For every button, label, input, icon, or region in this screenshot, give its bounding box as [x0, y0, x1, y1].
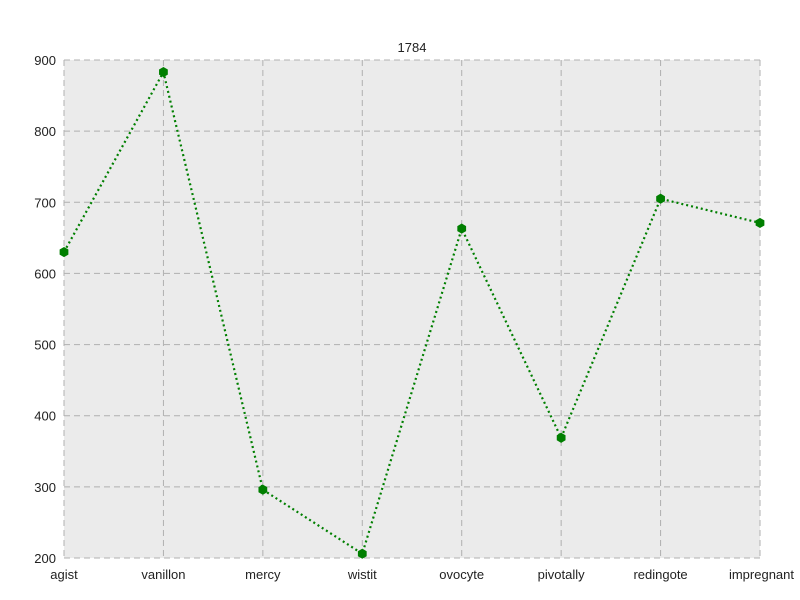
y-tick-label: 600: [34, 266, 56, 281]
y-tick-label: 400: [34, 409, 56, 424]
data-point: [656, 193, 665, 204]
data-point: [457, 223, 467, 234]
chart-title: 1784: [398, 40, 427, 55]
x-tick-label: vanillon: [141, 567, 185, 582]
y-tick-label: 800: [34, 124, 56, 139]
y-tick-label: 900: [34, 53, 56, 68]
data-point: [357, 548, 367, 559]
data-point: [159, 67, 168, 78]
x-tick-label: pivotally: [538, 567, 585, 582]
x-tick-label: mercy: [245, 567, 281, 582]
x-axis-ticks: agist vanillon mercy wistit ovocyte pivotally…: [50, 567, 794, 582]
data-point: [59, 247, 69, 258]
x-tick-label: impregnant: [729, 567, 794, 582]
series-line: [63, 69, 761, 556]
data-point: [258, 484, 268, 495]
x-tick-label: redingote: [633, 567, 687, 582]
data-point: [556, 432, 566, 443]
x-tick-label: wistit: [347, 567, 377, 582]
y-tick-label: 300: [34, 480, 56, 495]
x-tick-label: ovocyte: [439, 567, 484, 582]
series-group: [59, 67, 765, 559]
data-point: [755, 217, 765, 228]
grid-lines: [63, 59, 761, 559]
y-axis-ticks: 200 300 400 500 600 700 800 900: [34, 53, 56, 566]
x-tick-label: agist: [50, 567, 78, 582]
y-tick-label: 200: [34, 551, 56, 566]
y-tick-label: 500: [34, 338, 56, 353]
plot-area: [64, 60, 760, 558]
y-tick-label: 700: [34, 195, 56, 210]
